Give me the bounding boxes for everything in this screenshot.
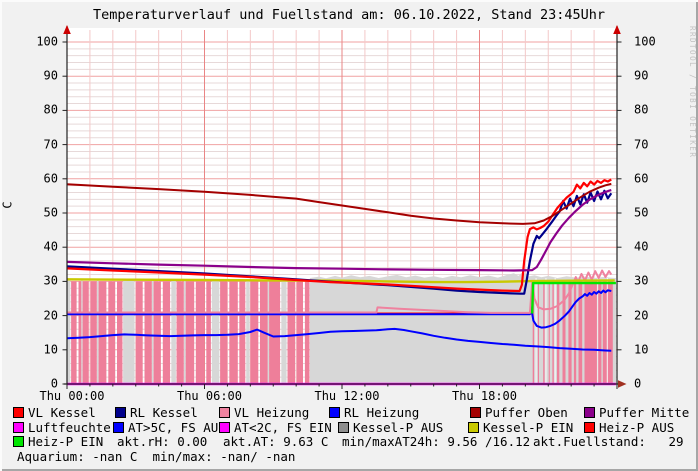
y-tick-label-right: 0: [634, 376, 642, 391]
y-tick-label-right: 30: [634, 274, 649, 289]
y-tick-label-left: 30: [43, 274, 58, 289]
series-vl-kessel: [66, 178, 612, 293]
y-tick-label-right: 80: [634, 103, 649, 118]
y-tick-label-left: 90: [43, 68, 58, 83]
x-tick-label: Thu 12:00: [314, 389, 380, 403]
y-tick-label-left: 0: [50, 376, 58, 391]
y-tick-label-right: 70: [634, 137, 649, 152]
y-tick-label-right: 40: [634, 239, 649, 254]
x-tick-label: Thu 06:00: [176, 389, 243, 403]
y-tick-label-left: 40: [43, 239, 58, 254]
y-tick-label-left: 60: [43, 171, 58, 186]
x-tick-label: Thu 18:00: [451, 389, 518, 403]
series-vl-heizung: [67, 269, 613, 314]
y-tick-label-right: 50: [634, 205, 649, 220]
graph-title: Temperaturverlauf und Fuellstand am: 06.…: [92, 7, 606, 23]
series-puffer-oben: [66, 182, 612, 225]
series-at-5c-fs-aus: [66, 327, 612, 352]
y-tick-label-left: 100: [36, 34, 58, 49]
x-tick-label: Thu 00:00: [39, 389, 105, 403]
y-tick-label-right: 10: [634, 342, 649, 357]
y-tick-label-right: 20: [634, 308, 649, 323]
series-puffer-mitte: [66, 189, 612, 272]
y-tick-label-right: 90: [634, 68, 649, 83]
y-tick-label-left: 50: [43, 205, 58, 220]
y-tick-label-left: 70: [43, 137, 58, 152]
y-tick-label-right: 60: [634, 171, 649, 186]
y-tick-label-right: 100: [634, 34, 656, 49]
series-kessel-p-ein: [66, 278, 615, 284]
y-tick-label-left: 10: [43, 342, 58, 357]
series-rl-heizung: [67, 289, 612, 329]
watermark: RRDTOOL / TOBI OETIKER: [688, 26, 697, 159]
y-tick-label-left: 80: [43, 103, 58, 118]
series-heiz-p-ein: [531, 281, 616, 314]
y-tick-label-left: 20: [43, 308, 58, 323]
